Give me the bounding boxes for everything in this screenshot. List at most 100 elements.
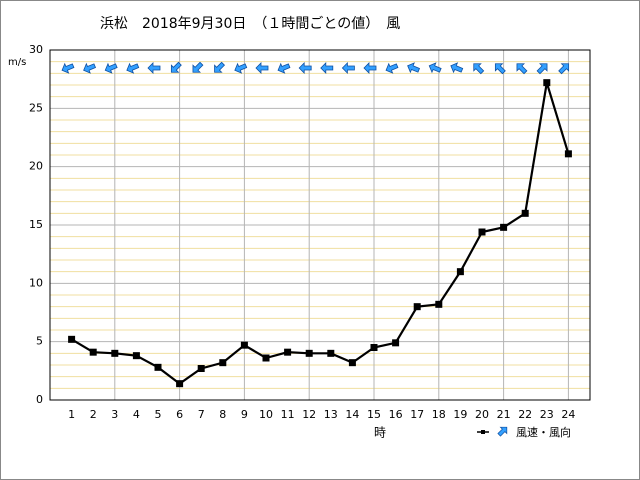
- legend-label: 風速・風向: [516, 425, 571, 439]
- x-tick-label: 11: [281, 408, 295, 421]
- x-tick-label: 5: [155, 408, 162, 421]
- wind-arrow: [320, 62, 334, 74]
- x-tick-label: 15: [367, 408, 381, 421]
- x-tick-label: 21: [497, 408, 511, 421]
- point-marker: [348, 359, 356, 367]
- plot-border: [49, 49, 591, 401]
- arrow-shape: [234, 62, 248, 74]
- arrow-shape: [385, 62, 399, 74]
- arrow-shape: [363, 62, 377, 74]
- x-tick-label: 17: [410, 408, 424, 421]
- x-tick-label: 22: [518, 408, 532, 421]
- x-tick-label: 16: [389, 408, 403, 421]
- arrow-shape: [83, 62, 97, 74]
- x-tick-label: 6: [176, 408, 183, 421]
- arrow-shape: [255, 62, 269, 74]
- wind-arrow: [536, 63, 548, 75]
- arrow-shape: [214, 61, 226, 73]
- y-tick-label: 30: [29, 43, 43, 56]
- arrow-shape: [497, 426, 508, 437]
- wind-arrow: [192, 61, 204, 73]
- point-marker: [435, 300, 443, 308]
- y-tick-label: 20: [29, 160, 43, 173]
- wind-arrow: [147, 62, 161, 74]
- x-tick-label: 18: [432, 408, 446, 421]
- arrow-shape: [494, 63, 506, 75]
- wind-arrow: [61, 62, 75, 74]
- point-marker: [543, 79, 551, 87]
- arrow-shape: [104, 62, 118, 74]
- wind-arrow: [83, 62, 97, 74]
- point-marker: [284, 348, 292, 356]
- point-marker: [197, 365, 205, 372]
- wind-arrow: [170, 61, 182, 73]
- y-tick-label: 25: [29, 101, 43, 114]
- x-tick-label: 3: [111, 408, 118, 421]
- x-tick-label: 9: [241, 408, 248, 421]
- y-tick-label: 0: [36, 393, 43, 406]
- x-tick-label: 8: [219, 408, 226, 421]
- x-tick-label: 24: [561, 408, 575, 421]
- wind-arrow: [255, 62, 269, 74]
- y-tick-label: 5: [36, 335, 43, 348]
- wind-arrow: [558, 63, 570, 75]
- wind-arrow: [214, 61, 226, 73]
- point-marker: [132, 352, 140, 360]
- wind-arrow: [234, 62, 248, 74]
- arrow-shape: [277, 62, 291, 74]
- wind-arrow: [494, 63, 506, 75]
- point-marker: [413, 303, 421, 311]
- x-tick-label: 1: [68, 408, 75, 421]
- point-marker: [68, 335, 76, 343]
- point-marker: [111, 349, 119, 357]
- series-line: [71, 82, 570, 386]
- y-tick-label: 15: [29, 218, 43, 231]
- arrow-shape: [298, 62, 312, 74]
- point-marker: [478, 228, 486, 236]
- legend-marker: [481, 430, 485, 434]
- point-marker: [176, 380, 184, 388]
- point-marker: [370, 344, 378, 351]
- wind-arrow: [298, 62, 312, 74]
- x-tick-label: 19: [453, 408, 467, 421]
- arrow-shape: [536, 63, 548, 75]
- arrow-shape: [558, 63, 570, 75]
- wind-arrow: [516, 63, 528, 75]
- point-marker: [327, 349, 335, 357]
- arrow-shape: [516, 63, 528, 75]
- wind-arrow: [428, 62, 442, 74]
- arrow-shape: [320, 62, 334, 74]
- wind-arrow: [497, 426, 508, 437]
- arrow-shape: [126, 62, 140, 74]
- point-marker: [500, 223, 508, 231]
- x-tick-label: 10: [259, 408, 273, 421]
- x-tick-label: 7: [198, 408, 205, 421]
- arrow-shape: [147, 62, 161, 74]
- point-marker: [392, 339, 400, 347]
- wind-arrow: [104, 62, 118, 74]
- arrow-shape: [341, 62, 355, 74]
- x-tick-label: 4: [133, 408, 140, 421]
- chart-title: 浜松 2018年9月30日 （１時間ごとの値） 風: [100, 16, 400, 32]
- point-marker: [219, 359, 227, 367]
- point-marker: [305, 349, 313, 357]
- wind-arrow: [277, 62, 291, 74]
- x-tick-label: 23: [540, 408, 554, 421]
- point-marker: [262, 354, 270, 362]
- arrow-shape: [170, 61, 182, 73]
- point-marker: [521, 209, 529, 217]
- point-marker: [89, 348, 97, 356]
- x-tick-label: 12: [302, 408, 316, 421]
- x-tick-label: 2: [90, 408, 97, 421]
- wind-arrow: [407, 62, 421, 74]
- wind-arrow: [363, 62, 377, 74]
- y-axis-label: m/s: [8, 57, 26, 68]
- y-tick-label: 10: [29, 276, 43, 289]
- wind-arrow: [450, 62, 464, 74]
- arrow-shape: [450, 62, 464, 74]
- wind-arrow: [473, 63, 485, 75]
- arrow-shape: [407, 62, 421, 74]
- x-tick-label: 20: [475, 408, 489, 421]
- wind-arrow: [126, 62, 140, 74]
